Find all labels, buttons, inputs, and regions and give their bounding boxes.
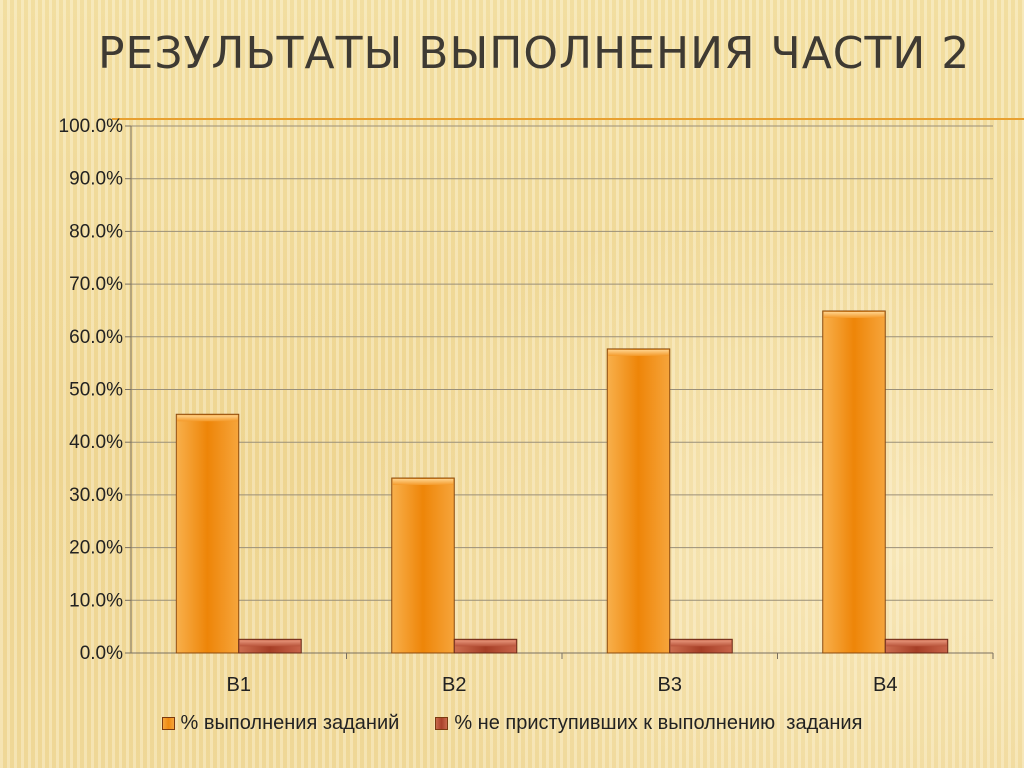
chart-legend: % выполнения заданий % не приступивших к … (0, 712, 1024, 735)
x-tick-label: B4 (873, 674, 897, 696)
bar-highlight (392, 479, 454, 486)
title-underline (112, 118, 1024, 120)
legend-item-2: % не приступивших к выполнению задания (435, 712, 862, 735)
y-tick-label: 20.0% (69, 538, 123, 559)
y-tick-label: 100.0% (59, 116, 124, 137)
bar-highlight (239, 640, 301, 647)
y-tick-label: 70.0% (69, 274, 123, 295)
y-tick-label: 0.0% (80, 643, 123, 664)
y-tick-label: 30.0% (69, 485, 123, 506)
x-tick-label: B2 (442, 674, 466, 696)
y-tick-label: 10.0% (69, 590, 123, 611)
bar-highlight (177, 415, 238, 422)
bar-highlight (886, 640, 947, 647)
legend-label: % выполнения заданий (180, 712, 400, 734)
x-tick-label: B1 (227, 674, 251, 696)
legend-swatch (435, 717, 449, 730)
bars (175, 310, 949, 654)
bar-series-1-B1 (175, 413, 240, 654)
legend-item-1: % выполнения заданий (161, 712, 400, 735)
bar-highlight (823, 311, 885, 318)
bar-highlight (455, 640, 516, 647)
bar-series-1-B2 (391, 477, 455, 654)
bar-series-1-B3 (606, 348, 671, 654)
y-tick-label: 40.0% (69, 432, 123, 453)
y-tick-label: 90.0% (69, 169, 123, 190)
y-tick-label: 80.0% (69, 221, 123, 242)
x-tick-label: B3 (658, 674, 682, 696)
y-tick-label: 50.0% (69, 380, 123, 401)
page-title: РЕЗУЛЬТАТЫ ВЫПОЛНЕНИЯ ЧАСТИ 2 (98, 28, 971, 79)
bar-chart: 0.0% 10.0% 20.0% 30.0% 40.0% 50.0% 60.0% 70.0% 8… (59, 116, 994, 696)
bar-highlight (670, 640, 732, 647)
bar-highlight (608, 349, 669, 356)
legend-label: % не приступивших к выполнению задания (454, 712, 863, 734)
y-tick-label: 60.0% (69, 327, 123, 348)
tick-labels: 0.0% 10.0% 20.0% 30.0% 40.0% 50.0% 60.0% 70.0% 8… (59, 116, 898, 696)
legend-swatch (161, 717, 175, 730)
bar-series-1-B4 (822, 310, 886, 654)
